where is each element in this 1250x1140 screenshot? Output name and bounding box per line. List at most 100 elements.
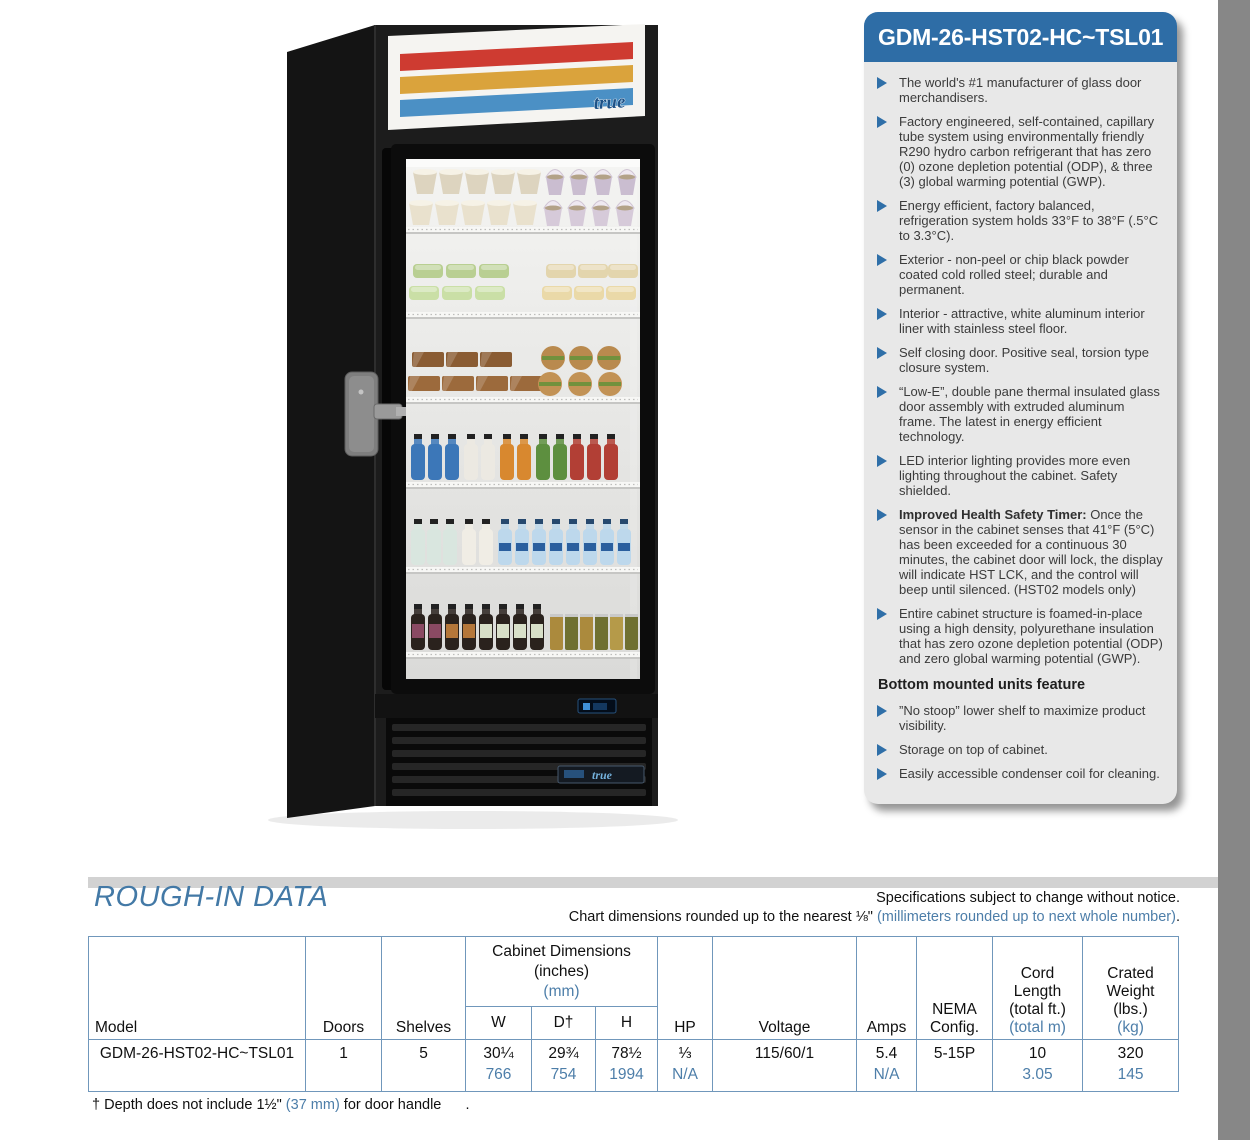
feature-text-wrap: Improved Health Safety Timer: Once the s… — [899, 507, 1164, 597]
feature-text: Storage on top of cabinet. — [899, 742, 1048, 757]
feature-text: Interior - attractive, white aluminum in… — [899, 306, 1145, 336]
cell-shelves: 5 — [381, 1039, 466, 1092]
footnote-prefix: † Depth does not include 1½" — [92, 1097, 286, 1113]
arrow-bullet-icon — [877, 766, 899, 781]
arrow-bullet-icon — [877, 306, 899, 336]
brand-sign: true — [388, 24, 645, 130]
col-header-shelves: Shelves — [381, 936, 466, 1040]
arrow-bullet-icon — [877, 507, 899, 597]
col-header-voltage: Voltage — [712, 936, 858, 1040]
arrow-bullet-icon — [877, 606, 899, 666]
cabinet-side-panel — [287, 25, 375, 818]
feature-text: Entire cabinet structure is foamed-in-pl… — [899, 606, 1163, 666]
col-header-depth: D† — [531, 1006, 596, 1040]
cord-ft: 10 — [1028, 1045, 1047, 1062]
feature-text-wrap: “Low-E”, double pane thermal insulated g… — [899, 384, 1164, 444]
height-mm: 1994 — [609, 1066, 644, 1083]
spec-note-line2: Chart dimensions rounded up to the neare… — [500, 908, 1180, 927]
model-title: GDM-26-HST02-HC~TSL01 — [864, 12, 1177, 62]
feature-text: Energy efficient, factory balanced, refr… — [899, 198, 1159, 243]
cab-dim-inches: (inches) — [533, 962, 590, 980]
shelf-products-kombucha-cans — [411, 604, 638, 650]
temperature-display — [577, 698, 617, 714]
voltage-value: 115/60/1 — [754, 1045, 815, 1062]
arrow-bullet-icon — [877, 114, 899, 189]
feature-text-wrap: Exterior - non-peel or chip black powder… — [899, 252, 1164, 297]
feature-text-wrap: Easily accessible condenser coil for cle… — [899, 766, 1160, 781]
col-header-doors: Doors — [305, 936, 382, 1040]
feature-text: The world's #1 manufacturer of glass doo… — [899, 75, 1142, 105]
cord-line1: Cord — [1020, 965, 1055, 982]
feature-item: “Low-E”, double pane thermal insulated g… — [877, 384, 1164, 444]
nema-value: 5-15P — [933, 1045, 976, 1062]
feature-item: Self closing door. Positive seal, torsio… — [877, 345, 1164, 375]
cell-height: 78½ 1994 — [594, 1039, 659, 1092]
feature-text: LED interior lighting provides more even… — [899, 453, 1131, 498]
amps-value: 5.4 — [875, 1045, 898, 1062]
section-divider-bar — [88, 877, 1218, 888]
cord-m: 3.05 — [1022, 1066, 1053, 1083]
cell-amps: 5.4 N/A — [856, 1039, 918, 1092]
feature-item: Entire cabinet structure is foamed-in-pl… — [877, 606, 1164, 666]
sign-stripe-red — [400, 42, 633, 71]
cab-dim-title: Cabinet Dimensions — [492, 942, 631, 960]
feature-item: Energy efficient, factory balanced, refr… — [877, 198, 1164, 243]
feature-item: Easily accessible condenser coil for cle… — [877, 766, 1164, 781]
footnote-suffix: for door handle . — [339, 1097, 470, 1113]
feature-text: Exterior - non-peel or chip black powder… — [899, 252, 1129, 297]
cell-nema: 5-15P — [916, 1039, 994, 1092]
crated-line1: Crated — [1107, 965, 1154, 982]
page-right-border — [1218, 0, 1250, 1140]
feature-text: Factory engineered, self-contained, capi… — [899, 114, 1155, 189]
col-header-crated-weight: Crated Weight (lbs.) (kg) — [1082, 936, 1180, 1040]
col-header-width: W — [465, 1006, 532, 1040]
feature-text-wrap: LED interior lighting provides more even… — [899, 453, 1164, 498]
cell-crated-weight: 320 145 — [1082, 1039, 1180, 1092]
cell-cord-length: 10 3.05 — [992, 1039, 1084, 1092]
width-inches: 30¼ — [483, 1045, 514, 1062]
sign-stripe-gold — [400, 65, 633, 94]
spec-notes: Specifications subject to change without… — [500, 889, 1180, 927]
col-header-hp: HP — [657, 936, 714, 1040]
feature-item: Exterior - non-peel or chip black powder… — [877, 252, 1164, 297]
feature-text: Self closing door. Positive seal, torsio… — [899, 345, 1150, 375]
arrow-bullet-icon — [877, 75, 899, 105]
col-header-cord-length: Cord Length (total ft.) (total m) — [992, 936, 1084, 1040]
feature-text-wrap: The world's #1 manufacturer of glass doo… — [899, 75, 1164, 105]
col-header-amps: Amps — [856, 936, 918, 1040]
crated-line3: (lbs.) — [1113, 1001, 1148, 1018]
feature-item: Interior - attractive, white aluminum in… — [877, 306, 1164, 336]
spec-note-line1: Specifications subject to change without… — [876, 890, 1180, 906]
feature-item: The world's #1 manufacturer of glass doo… — [877, 75, 1164, 105]
feature-text: “Low-E”, double pane thermal insulated g… — [899, 384, 1160, 444]
grille-true-badge: true — [557, 765, 645, 784]
floor-shadow — [268, 811, 678, 829]
table-row: GDM-26-HST02-HC~TSL01 1 5 30¼ 766 29¾ 754 … — [88, 1039, 1180, 1092]
cell-doors: 1 — [305, 1039, 382, 1092]
feature-text-wrap: Self closing door. Positive seal, torsio… — [899, 345, 1164, 375]
height-inches: 78½ — [611, 1045, 642, 1062]
crated-line2: Weight — [1106, 983, 1155, 1000]
cell-depth: 29¾ 754 — [531, 1039, 596, 1092]
feature-item: LED interior lighting provides more even… — [877, 453, 1164, 498]
note-metric: (millimeters rounded up to next whole nu… — [876, 909, 1176, 925]
feature-item: Factory engineered, self-contained, capi… — [877, 114, 1164, 189]
depth-mm: 754 — [550, 1066, 577, 1083]
col-header-nema: NEMA Config. — [916, 936, 994, 1040]
note-suffix: . — [1175, 909, 1180, 925]
cord-line3: (total ft.) — [1009, 1001, 1066, 1018]
hp-metric: N/A — [672, 1066, 698, 1083]
feature-text-wrap: Factory engineered, self-contained, capi… — [899, 114, 1164, 189]
rough-in-heading: ROUGH-IN DATA — [94, 881, 329, 913]
feature-text-wrap: Interior - attractive, white aluminum in… — [899, 306, 1164, 336]
feature-item: ”No stoop” lower shelf to maximize produ… — [877, 703, 1164, 733]
crated-line4: (kg) — [1117, 1019, 1144, 1036]
amps-metric: N/A — [873, 1066, 900, 1083]
cell-hp: ⅓ N/A — [657, 1039, 714, 1092]
arrow-bullet-icon — [877, 252, 899, 297]
bottom-mounted-subheading: Bottom mounted units feature — [878, 677, 1086, 693]
wire-shelves — [406, 227, 640, 659]
rough-in-table: Model Doors Shelves Cabinet Dimensions (… — [88, 936, 1180, 1092]
weight-lbs: 320 — [1117, 1045, 1144, 1062]
